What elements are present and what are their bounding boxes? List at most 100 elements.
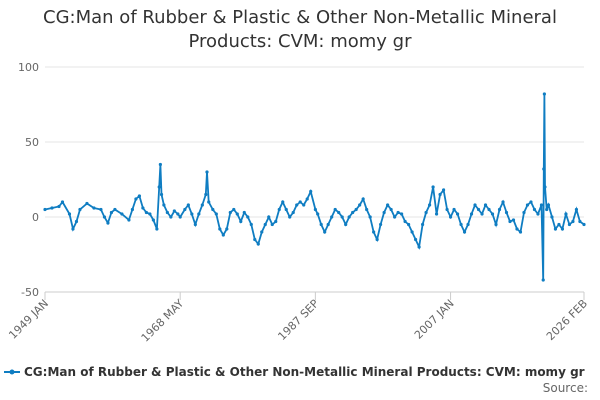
point <box>85 201 89 206</box>
point <box>400 212 404 216</box>
point <box>197 212 201 216</box>
point <box>434 212 439 216</box>
point <box>148 212 152 216</box>
point <box>200 203 204 207</box>
point <box>375 237 379 242</box>
point <box>361 197 365 201</box>
point <box>319 222 323 227</box>
point <box>232 207 236 212</box>
point <box>169 215 173 219</box>
point <box>438 192 442 197</box>
point <box>288 215 292 219</box>
point <box>462 230 467 234</box>
point <box>582 222 586 227</box>
point <box>43 207 47 212</box>
point <box>497 207 502 212</box>
point <box>144 210 148 215</box>
point <box>204 192 208 197</box>
point <box>536 212 540 216</box>
point <box>448 215 453 219</box>
point <box>452 207 456 212</box>
point <box>207 200 211 204</box>
point <box>413 237 418 242</box>
point <box>403 219 407 224</box>
point <box>57 204 61 209</box>
point <box>172 209 176 213</box>
point <box>127 218 131 222</box>
point <box>508 219 512 224</box>
point <box>571 219 575 224</box>
point <box>159 192 164 197</box>
point <box>316 212 320 216</box>
point <box>494 222 498 227</box>
point <box>542 167 546 171</box>
y-tick-label: -50 <box>21 286 39 299</box>
point <box>340 215 344 219</box>
point <box>483 203 488 207</box>
point <box>239 219 243 224</box>
point <box>368 215 372 219</box>
point <box>106 221 110 225</box>
point <box>525 203 530 207</box>
point <box>431 185 435 189</box>
point <box>333 207 337 212</box>
x-tick-label: 1968 MAY <box>139 297 187 345</box>
point <box>372 230 376 234</box>
point <box>267 215 271 219</box>
point <box>211 207 215 212</box>
point <box>337 210 341 215</box>
point <box>574 207 579 212</box>
point <box>221 233 225 237</box>
point <box>162 203 166 207</box>
point <box>256 242 260 246</box>
point <box>358 203 362 207</box>
x-tick-label: 1987 SEP <box>275 297 321 343</box>
point <box>445 207 449 212</box>
point <box>541 278 545 282</box>
point <box>326 222 330 227</box>
point <box>459 222 463 227</box>
point <box>420 222 425 227</box>
point <box>193 222 197 227</box>
point <box>330 215 334 219</box>
point <box>553 227 558 231</box>
point <box>347 215 351 219</box>
point <box>274 219 278 224</box>
point <box>158 162 162 167</box>
point <box>305 197 309 201</box>
point <box>74 219 79 224</box>
point <box>190 212 194 216</box>
point <box>424 210 428 215</box>
point <box>235 212 239 216</box>
point <box>298 200 302 204</box>
point <box>501 200 505 204</box>
point <box>102 215 107 219</box>
point <box>92 206 96 210</box>
point <box>455 212 460 216</box>
point <box>511 218 516 222</box>
point <box>560 227 565 231</box>
point <box>309 189 313 194</box>
point <box>567 222 572 227</box>
point <box>137 194 141 198</box>
point <box>379 222 383 227</box>
point <box>157 185 161 189</box>
point <box>291 210 295 215</box>
point <box>410 230 414 234</box>
point <box>165 210 169 215</box>
point <box>543 185 547 189</box>
x-tick-label: 2026 FEB <box>544 297 590 343</box>
point <box>176 212 180 216</box>
point <box>542 92 546 96</box>
point <box>351 210 355 215</box>
point <box>427 203 432 207</box>
y-tick-label: 0 <box>32 211 39 224</box>
point <box>539 203 544 207</box>
point <box>263 222 267 227</box>
y-tick-label: 100 <box>18 61 39 74</box>
point <box>205 170 209 174</box>
point <box>277 207 281 212</box>
point <box>260 230 264 234</box>
point <box>344 222 348 227</box>
point <box>407 222 411 227</box>
